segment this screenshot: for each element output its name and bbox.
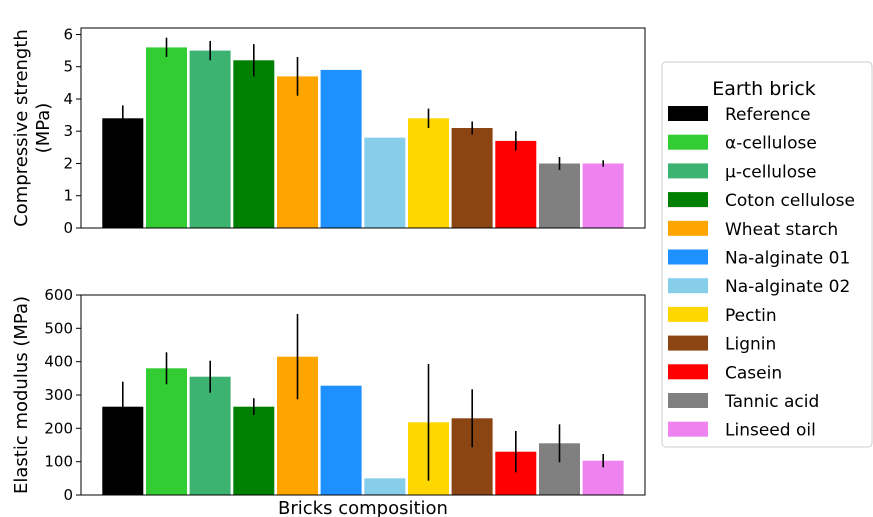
compressive-bar-4 [277, 76, 318, 229]
legend-swatch-7 [668, 306, 708, 322]
legend-swatch-1 [668, 134, 708, 150]
modulus-y-tick-label-1: 100 [44, 453, 73, 471]
elastic-modulus-panel: 0 100 200 300 400 500 600 Elastic modulus (MPa)… [11, 286, 646, 517]
modulus-bar-2 [189, 376, 231, 495]
compressive-bar-6 [364, 137, 406, 228]
legend-swatch-5 [668, 249, 708, 265]
modulus-y-tick-label-4: 400 [44, 353, 73, 371]
compressive-y-tick-label-2: 2 [63, 155, 73, 173]
legend-label-0: Reference [725, 105, 811, 125]
modulus-y-axis-label: Elastic modulus (MPa) [11, 296, 32, 494]
compressive-y-axis-label-line-1: (MPa) [33, 103, 54, 154]
legend-label-9: Casein [725, 363, 782, 383]
legend-frame [661, 61, 873, 448]
compressive-bar-5 [320, 69, 362, 229]
legend-title: Earth brick [712, 78, 816, 100]
legend-label-8: Lignin [725, 335, 776, 355]
compressive-y-tick-label-4: 4 [63, 90, 73, 108]
compressive-bar-3 [233, 60, 275, 228]
modulus-bar-6 [364, 478, 406, 495]
modulus-y-tick-label-0: 0 [63, 486, 73, 504]
legend-swatch-11 [668, 421, 708, 437]
legend-label-7: Pectin [725, 306, 777, 326]
modulus-bar-1 [146, 368, 187, 495]
legend-label-2: μ-cellulose [725, 162, 816, 182]
legend-label-3: Coton cellulose [725, 191, 855, 211]
legend-swatch-8 [668, 335, 708, 351]
legend-label-6: Na-alginate 02 [725, 277, 850, 297]
modulus-x-axis-label: Bricks composition [278, 498, 448, 517]
legend-label-1: α-cellulose [725, 134, 817, 154]
legend-swatch-0 [668, 106, 708, 121]
compressive-bar-10 [539, 163, 580, 228]
compressive-bar-11 [582, 163, 624, 228]
legend-swatch-2 [668, 163, 708, 179]
compressive-y-tick-label-6: 6 [63, 26, 73, 44]
legend-label-5: Na-alginate 01 [725, 249, 850, 269]
modulus-bar-3 [233, 406, 275, 495]
compressive-y-tick-label-0: 0 [63, 219, 73, 237]
compressive-bar-1 [146, 47, 187, 229]
compressive-y-tick-label-3: 3 [63, 122, 73, 140]
legend-label-10: Tannic acid [724, 392, 819, 412]
legend-swatch-6 [668, 278, 708, 294]
legend-items: Reference α-cellulose μ-cellulose Coton cel… [668, 105, 855, 441]
legend-swatch-3 [668, 192, 708, 208]
legend-swatch-4 [668, 220, 708, 236]
modulus-y-tick-label-3: 300 [44, 386, 73, 404]
legend-label-4: Wheat starch [725, 220, 838, 240]
modulus-y-tick-label-6: 600 [44, 286, 73, 304]
compressive-strength-panel: 0 1 2 3 4 5 6 Compressive strength (MPa) [11, 26, 646, 237]
legend-swatch-10 [668, 393, 708, 408]
modulus-y-tick-label-5: 500 [44, 319, 73, 337]
legend: Earth brick Reference α-cellulose μ-cellul… [661, 61, 873, 448]
compressive-axes-frame [80, 27, 646, 229]
compressive-bar-9 [495, 140, 537, 228]
modulus-y-tick-label-2: 200 [44, 419, 73, 437]
compressive-bar-8 [451, 128, 493, 228]
modulus-bar-5 [320, 385, 362, 495]
legend-swatch-9 [668, 364, 708, 380]
compressive-y-tick-label-1: 1 [63, 187, 73, 205]
compressive-bar-2 [189, 50, 231, 228]
compressive-y-tick-label-5: 5 [63, 58, 73, 76]
compressive-bar-7 [408, 118, 449, 228]
compressive-y-axis-label-line-0: Compressive strength [11, 29, 32, 227]
compressive-bar-0 [102, 118, 144, 228]
legend-label-11: Linseed oil [725, 421, 816, 441]
